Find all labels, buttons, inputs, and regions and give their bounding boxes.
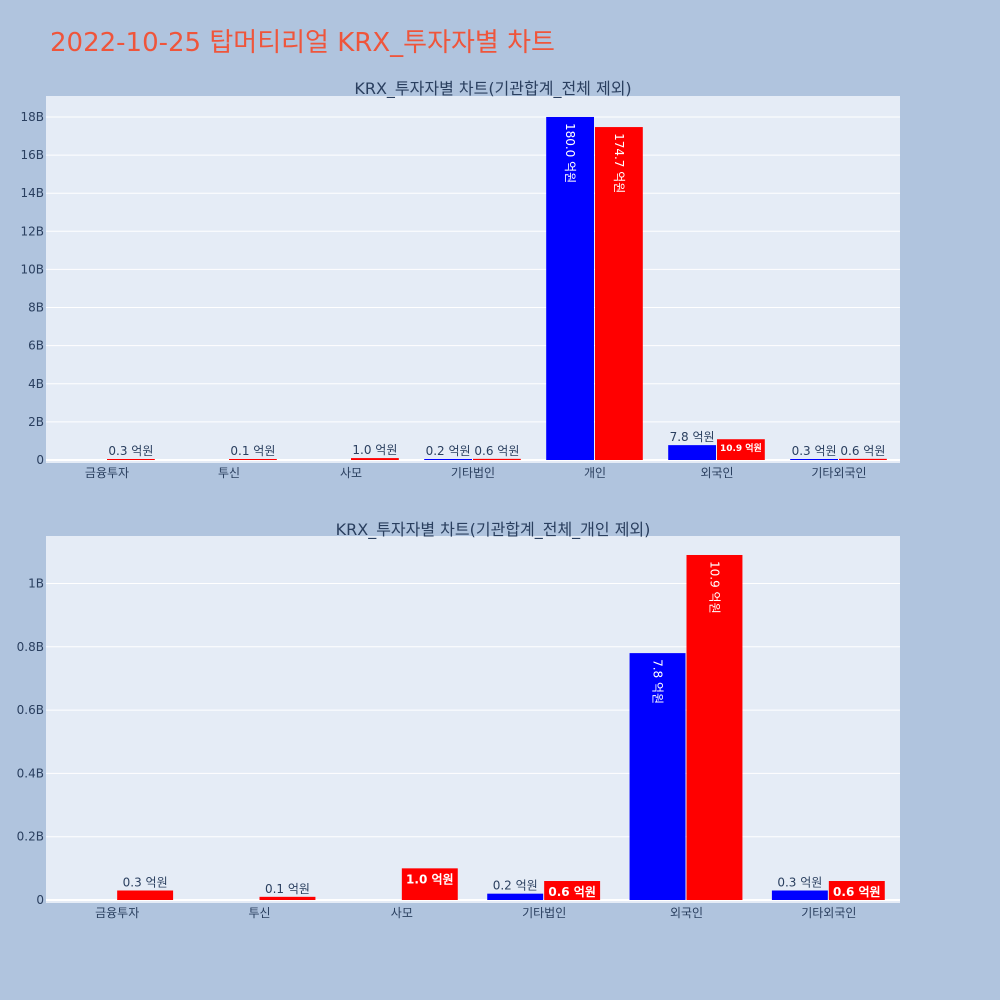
bar (229, 459, 277, 460)
x-tick-label: 기타법인 (522, 906, 566, 920)
bar (351, 458, 399, 460)
chart-title: KRX_투자자별 차트(기관합계_전체_개인 제외) (336, 520, 651, 540)
bar (629, 653, 686, 900)
data-label: 10.9 억원 (707, 561, 721, 614)
bar (839, 458, 887, 460)
y-tick-label: 2B (28, 415, 44, 429)
y-tick-label: 6B (28, 339, 44, 353)
data-label: 0.1 억원 (265, 882, 310, 896)
bar (424, 459, 472, 460)
bar (790, 459, 838, 460)
y-tick-label: 10B (20, 262, 44, 276)
data-label: 0.6 억원 (833, 885, 881, 899)
data-label: 7.8 억원 (651, 659, 665, 704)
bar (595, 127, 643, 460)
bar (473, 458, 521, 460)
y-tick-label: 4B (28, 377, 44, 391)
x-tick-label: 개인 (584, 466, 606, 480)
data-label: 0.3 억원 (777, 876, 822, 890)
data-label: 0.6 억원 (548, 885, 596, 899)
data-label: 0.2 억원 (426, 444, 471, 458)
x-tick-label: 금융투자 (85, 466, 129, 480)
data-label: 0.2 억원 (493, 879, 538, 893)
bar (828, 881, 885, 900)
bar (771, 890, 828, 900)
x-tick-label: 금융투자 (95, 906, 139, 920)
plot-area (46, 536, 900, 903)
data-label: 174.7 억원 (612, 133, 626, 193)
data-label: 10.9 억원 (720, 442, 762, 454)
x-tick-label: 투신 (248, 906, 270, 920)
page-title: 2022-10-25 탑머티리얼 KRX_투자자별 차트 (50, 28, 555, 58)
chart-1: 0 2B 4B 6B 8B 10B 12B 14B 16B 18B KRX_투자자별 차트(기관합계… (20, 79, 900, 480)
y-tick-label: 8B (28, 301, 44, 315)
data-label: 1.0 억원 (352, 443, 397, 457)
data-label: 7.8 억원 (670, 430, 715, 444)
y-tick-label: 0.2B (17, 830, 44, 844)
x-tick-label: 외국인 (700, 466, 733, 480)
data-label: 0.3 억원 (123, 876, 168, 890)
plot-area (46, 96, 900, 463)
x-tick-label: 기타외국인 (801, 906, 856, 920)
data-label: 0.1 억원 (230, 444, 275, 458)
bar (546, 116, 594, 460)
x-tick-label: 기타법인 (451, 466, 495, 480)
data-label: 0.6 억원 (474, 444, 519, 458)
bar (717, 439, 765, 460)
y-tick-label: 14B (20, 186, 44, 200)
x-tick-label: 사모 (391, 906, 413, 920)
data-label: 0.6 억원 (840, 444, 885, 458)
data-label: 1.0 억원 (406, 872, 454, 886)
chart-2: 0 0.2B 0.4B 0.6B 0.8B 1B KRX_투자자별 차트(기관합계_전체_개… (17, 520, 900, 920)
y-tick-label: 0 (36, 893, 44, 907)
y-tick-label: 0.8B (17, 640, 44, 654)
bar (487, 893, 544, 900)
y-tick-label: 1B (28, 576, 44, 590)
bar (686, 554, 743, 900)
data-label: 0.3 억원 (108, 444, 153, 458)
y-tick-label: 0.4B (17, 766, 44, 780)
y-tick-label: 0 (36, 453, 44, 467)
bar (668, 445, 716, 460)
y-tick-label: 0.6B (17, 703, 44, 717)
x-tick-label: 외국인 (670, 906, 703, 920)
bar (544, 881, 601, 900)
bar (401, 868, 458, 900)
bar (117, 890, 174, 900)
bar (259, 896, 316, 900)
y-tick-label: 12B (20, 224, 44, 238)
y-tick-label: 18B (20, 110, 44, 124)
chart-title: KRX_투자자별 차트(기관합계_전체 제외) (354, 79, 631, 99)
data-label: 180.0 억원 (563, 123, 577, 183)
data-label: 0.3 억원 (792, 444, 837, 458)
x-tick-label: 기타외국인 (811, 466, 866, 480)
y-tick-label: 16B (20, 148, 44, 162)
x-tick-label: 투신 (218, 466, 240, 480)
x-tick-label: 사모 (340, 466, 362, 480)
bar (107, 459, 155, 460)
